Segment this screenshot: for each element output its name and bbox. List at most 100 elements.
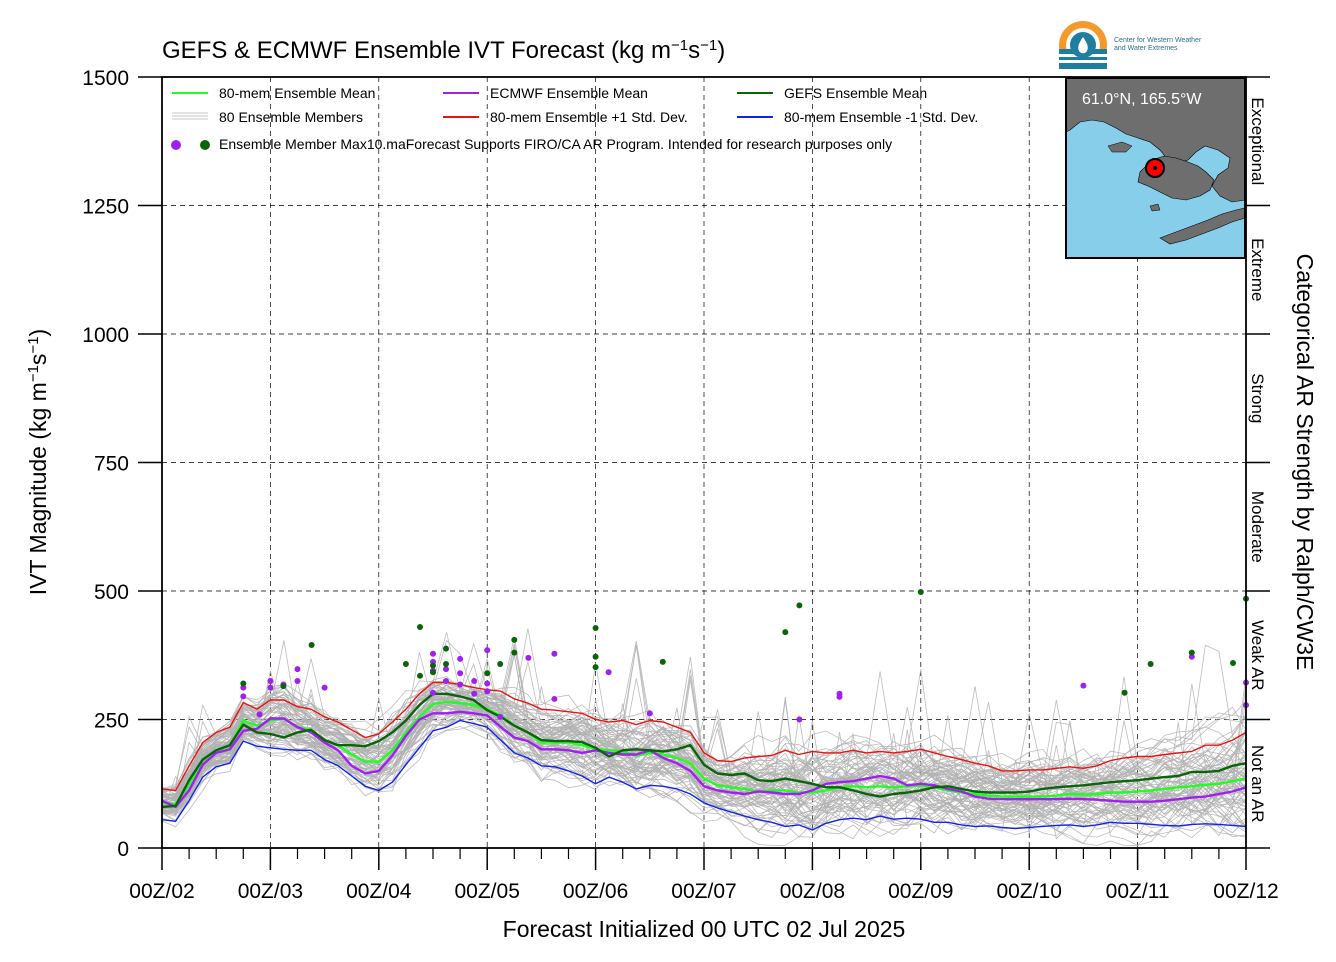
title-prefix: GEFS & ECMWF Ensemble IVT Forecast (kg m [162,37,671,64]
ecmwf-max-point [443,677,450,684]
chart-title: GEFS & ECMWF Ensemble IVT Forecast (kg m… [162,37,725,65]
ensemble-member-line [161,700,1247,831]
y-tick-label: 750 [94,453,129,476]
ecmwf-max-point [646,710,653,717]
ensemble-member-line [161,628,1247,799]
legend-swatch-members [172,112,208,120]
map-island [1107,141,1133,153]
ecmwf-max-point [443,666,450,673]
x-tick-label: 00Z/10 [997,880,1062,903]
ecmwf-max-point [484,647,491,654]
logo-text-line1: Center for Western Weather [1114,37,1202,44]
x-tick-label: 00Z/09 [888,880,953,903]
cw3e-logo: Center for Western Weather and Water Ext… [1059,21,1202,69]
x-axis-title: Forecast Initialized 00 UTC 02 Jul 2025 [503,916,906,942]
y-axis-title: IVT Magnitude (kg m−1s−1) [25,329,52,595]
ecmwf-max-point [321,684,328,691]
ecmwf-max-point [1080,682,1087,689]
ecmwf-max-point [256,711,263,718]
gefs-max-point [443,660,450,667]
ecmwf-max-point [551,695,558,702]
ecmwf-max-point [294,666,301,673]
y-title-suffix: ) [25,329,51,337]
x-tick-label: 00Z/05 [455,880,520,903]
category-label: Strong [1248,373,1267,423]
legend-label-plus: 80-mem Ensemble +1 Std. Dev. [490,109,688,125]
ecmwf-max-point [294,677,301,684]
gefs-max-point [511,636,518,643]
series-line [161,681,1247,792]
x-tick-label: 00Z/08 [780,880,845,903]
y-tick-label: 500 [94,581,129,604]
legend-label-ecmwf: ECMWF Ensemble Mean [490,85,648,101]
gefs-max-point [592,625,599,632]
legend-label-minus: 80-mem Ensemble -1 Std. Dev. [784,109,978,125]
ecmwf-max-point [471,690,478,697]
ecmwf-max-point [484,680,491,687]
ecmwf-max-point [471,677,478,684]
y-tick-label: 1250 [82,196,129,219]
gefs-max-point [430,662,436,669]
title-suffix: ) [717,37,725,64]
legend-swatch-gefs-max [200,140,210,150]
ensemble-member-line [161,670,1247,840]
gefs-max-point [782,629,789,636]
gefs-max-point [402,660,409,667]
legend-swatch-ecmwf-max [171,140,181,150]
gefs-max-point [917,589,924,596]
legend-label-members: 80 Ensemble Members [219,109,363,125]
x-tick-label: 00Z/06 [563,880,628,903]
map-coordinate-label: 61.0°N, 165.5°W [1082,91,1202,108]
gefs-max-point [240,680,247,687]
ecmwf-max-point [836,693,843,700]
y-title-sup-1: −1 [25,365,42,382]
ecmwf-max-point [457,670,464,677]
series-line [161,692,1247,809]
legend-label-mean: 80-mem Ensemble Mean [219,85,375,101]
x-tick-label: 00Z/04 [346,880,412,903]
gefs-max-point [1229,659,1236,666]
gefs-max-point [1147,660,1154,667]
ecmwf-max-point [430,650,436,657]
ecmwf-max-point [484,688,491,695]
gefs-max-point [1188,649,1195,656]
ecmwf-max-point [457,655,464,662]
gefs-max-point [497,660,504,667]
y-tick-label: 0 [117,838,129,861]
map-island-small [1149,203,1161,212]
y-title-prefix: IVT Magnitude (kg m [25,382,51,595]
ensemble-member-line [161,687,1247,796]
ensemble-member-line [161,680,1247,806]
gefs-max-point [659,658,666,665]
x-tick-label: 00Z/12 [1213,880,1278,903]
gefs-max-point [1121,689,1128,696]
y-title-sup-2: −1 [25,336,42,353]
gefs-max-point [443,645,450,652]
ecmwf-max-point [267,677,274,684]
legend-label-gefs: GEFS Ensemble Mean [784,85,927,101]
ecmwf-max-point [267,684,274,691]
ecmwf-max-point [525,654,532,661]
series-line [161,719,1247,831]
location-inset-map: 61.0°N, 165.5°W [1065,77,1246,259]
x-tick-label: 00Z/07 [671,880,736,903]
category-label: Extreme [1248,238,1267,301]
x-tick-label: 00Z/02 [129,880,194,903]
ecmwf-max-point [551,650,558,657]
category-label: Exceptional [1248,97,1267,185]
gefs-max-point [592,653,599,660]
y-tick-label: 1500 [82,67,129,90]
y-title-mid: s [25,354,51,366]
series-line [161,700,1247,806]
ecmwf-max-point [605,669,612,676]
ecmwf-max-point [1188,653,1195,660]
ecmwf-max-point [240,684,247,691]
right-axis-title: Categorical AR Strength by Ralph/CW3E [1292,254,1318,671]
title-mid: s [688,37,700,64]
gefs-max-point [796,602,803,609]
category-label: Weak AR [1248,620,1267,691]
max-points [240,589,1249,723]
series-line [161,710,1247,809]
